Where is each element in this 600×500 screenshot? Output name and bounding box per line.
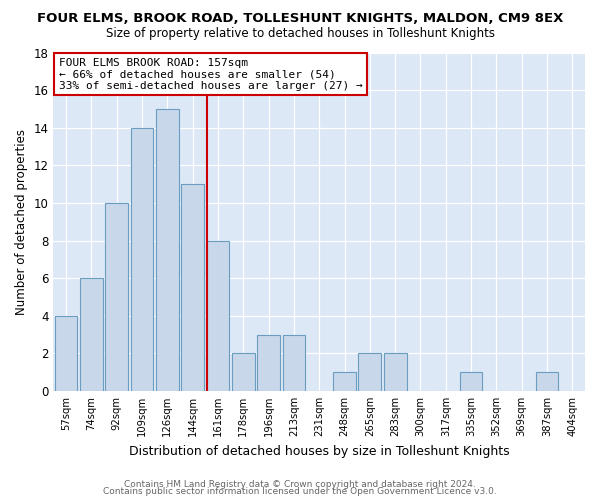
Bar bbox=[156, 109, 179, 391]
Bar bbox=[358, 354, 381, 391]
Bar bbox=[131, 128, 154, 391]
Bar bbox=[181, 184, 204, 391]
X-axis label: Distribution of detached houses by size in Tolleshunt Knights: Distribution of detached houses by size … bbox=[129, 444, 509, 458]
Bar bbox=[257, 334, 280, 391]
Y-axis label: Number of detached properties: Number of detached properties bbox=[15, 128, 28, 314]
Bar bbox=[384, 354, 407, 391]
Bar bbox=[106, 203, 128, 391]
Text: Contains public sector information licensed under the Open Government Licence v3: Contains public sector information licen… bbox=[103, 488, 497, 496]
Bar bbox=[283, 334, 305, 391]
Text: FOUR ELMS BROOK ROAD: 157sqm
← 66% of detached houses are smaller (54)
33% of se: FOUR ELMS BROOK ROAD: 157sqm ← 66% of de… bbox=[59, 58, 362, 91]
Bar bbox=[206, 240, 229, 391]
Bar bbox=[232, 354, 254, 391]
Text: Contains HM Land Registry data © Crown copyright and database right 2024.: Contains HM Land Registry data © Crown c… bbox=[124, 480, 476, 489]
Bar bbox=[460, 372, 482, 391]
Bar bbox=[333, 372, 356, 391]
Text: Size of property relative to detached houses in Tolleshunt Knights: Size of property relative to detached ho… bbox=[106, 28, 494, 40]
Bar bbox=[80, 278, 103, 391]
Bar bbox=[536, 372, 559, 391]
Bar bbox=[55, 316, 77, 391]
Text: FOUR ELMS, BROOK ROAD, TOLLESHUNT KNIGHTS, MALDON, CM9 8EX: FOUR ELMS, BROOK ROAD, TOLLESHUNT KNIGHT… bbox=[37, 12, 563, 26]
